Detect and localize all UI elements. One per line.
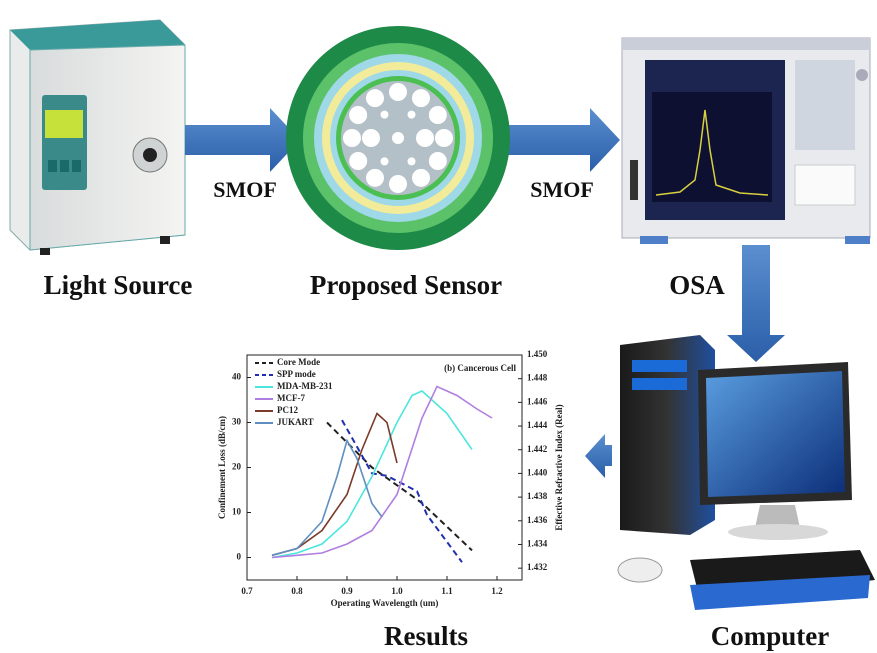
y2-tick-label: 1.450 <box>527 349 548 359</box>
hole <box>343 129 361 147</box>
legend-label: JUKART <box>277 417 314 427</box>
series-line <box>272 387 492 558</box>
y-tick-label: 10 <box>232 507 242 517</box>
hole <box>349 106 367 124</box>
y-axis-title: Confinement Loss (dB/cm) <box>217 416 227 519</box>
results-chart: 0.7 0.8 0.9 1.0 1.1 1.2 0 10 20 30 40 1.432 1.434 1.4… <box>217 349 564 608</box>
label: Results <box>384 621 468 651</box>
legend-label: PC12 <box>277 405 298 415</box>
y2-tick-label: 1.438 <box>527 491 548 501</box>
series-line <box>272 441 382 556</box>
hole <box>408 111 416 119</box>
y2-tick-label: 1.440 <box>527 467 548 477</box>
arrow <box>727 245 785 362</box>
sensor-cross-section <box>286 26 510 250</box>
label: SMOF <box>213 177 277 202</box>
x-tick-label: 0.9 <box>341 586 353 596</box>
y2-tick-label: 1.432 <box>527 562 548 572</box>
label: Computer <box>711 621 829 651</box>
legend-label: SPP mode <box>277 369 316 379</box>
arrow <box>585 434 612 478</box>
y-tick-label: 30 <box>232 417 242 427</box>
y2-tick-label: 1.434 <box>527 539 548 549</box>
y2-tick-label: 1.442 <box>527 444 548 454</box>
y-tick-label: 40 <box>232 372 242 382</box>
label: Light Source <box>44 270 193 300</box>
arrow <box>506 108 620 172</box>
hole <box>349 152 367 170</box>
x-tick-label: 0.8 <box>291 586 303 596</box>
hole <box>416 129 434 147</box>
hole <box>435 129 453 147</box>
hole <box>429 106 447 124</box>
hole <box>412 89 430 107</box>
series-line <box>342 420 462 562</box>
label: OSA <box>669 270 725 300</box>
hole <box>366 89 384 107</box>
annotation: (b) Cancerous Cell <box>444 363 516 373</box>
hole <box>366 169 384 187</box>
hole <box>389 83 407 101</box>
hole <box>412 169 430 187</box>
y2-tick-label: 1.444 <box>527 420 548 430</box>
hole <box>362 129 380 147</box>
x-tick-label: 1.0 <box>391 586 403 596</box>
label: SMOF <box>530 177 594 202</box>
hole <box>389 175 407 193</box>
x-tick-label: 0.7 <box>241 586 253 596</box>
x-tick-label: 1.1 <box>441 586 453 596</box>
legend-label: MDA-MB-231 <box>277 381 333 391</box>
osa-device <box>622 38 870 244</box>
light-source-device <box>10 20 185 255</box>
y2-tick-label: 1.448 <box>527 373 548 383</box>
label: Proposed Sensor <box>310 270 502 300</box>
hole <box>392 132 404 144</box>
hole <box>408 157 416 165</box>
y-tick-label: 20 <box>232 462 242 472</box>
y2-axis-title: Effective Refractive Index (Real) <box>554 404 564 530</box>
y2-tick-label: 1.436 <box>527 515 548 525</box>
hole <box>429 152 447 170</box>
x-axis-title: Operating Wavelength (um) <box>331 598 439 608</box>
legend-label: Core Mode <box>277 357 320 367</box>
legend-label: MCF-7 <box>277 393 305 403</box>
hole <box>381 157 389 165</box>
computer-device <box>618 335 875 610</box>
x-tick-label: 1.2 <box>491 586 503 596</box>
arrow <box>185 108 300 172</box>
y-tick-label: 0 <box>237 552 242 562</box>
y2-tick-label: 1.446 <box>527 396 548 406</box>
hole <box>381 111 389 119</box>
diagram: Light Source Proposed Sensor OSA Results… <box>0 0 877 653</box>
